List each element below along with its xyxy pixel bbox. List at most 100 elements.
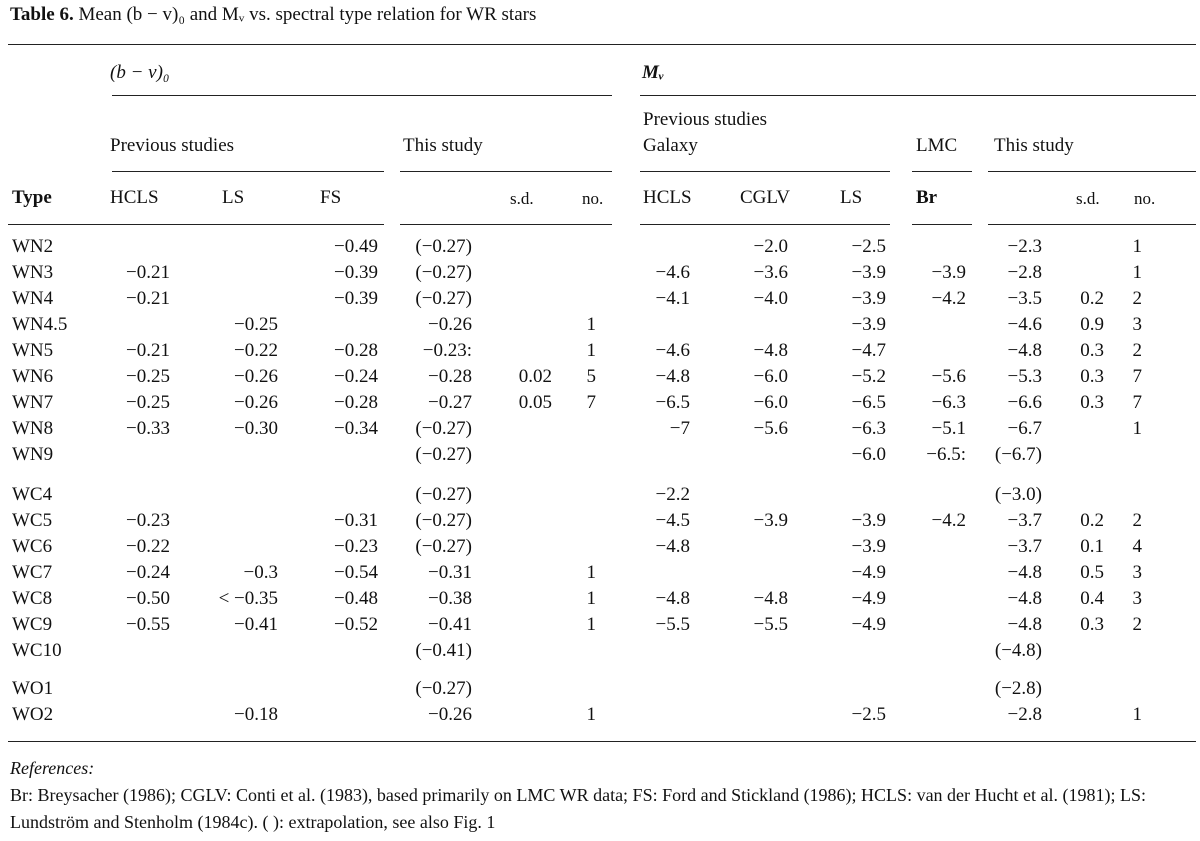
table-cell-mls: −3.9 — [851, 288, 886, 309]
table-cell-mhcls: −4.6 — [655, 340, 690, 361]
table-cell-no: 5 — [586, 366, 597, 387]
table-cell-hcls: −0.22 — [126, 536, 170, 557]
table-cell-mls: −6.3 — [851, 418, 886, 439]
row-type-label: WC5 — [12, 510, 53, 531]
row-type-label: WC9 — [12, 614, 53, 635]
prev-mv-rule — [640, 171, 890, 172]
table-cell-fs: −0.39 — [334, 262, 378, 283]
table-cell-mls: −4.9 — [851, 562, 886, 583]
table-cell-hcls: −0.33 — [126, 418, 170, 439]
row-type-label: WN4.5 — [12, 314, 68, 335]
table-cell-mls: −3.9 — [851, 262, 886, 283]
prev-studies-header: Previous studies — [110, 135, 235, 156]
table-cell-mts: −5.3 — [1007, 366, 1042, 387]
table-cell-mno: 1 — [1132, 236, 1143, 257]
table-cell-msd: 0.3 — [1080, 614, 1104, 635]
table-cell-br: −4.2 — [931, 288, 966, 309]
table-cell-cglv: −4.8 — [753, 340, 788, 361]
table-cell-no: 1 — [586, 588, 597, 609]
table-cell-ls: −0.30 — [234, 418, 278, 439]
table-cell-cglv: −3.9 — [753, 510, 788, 531]
table-cell-mts: −3.7 — [1007, 536, 1042, 557]
header-rule-5 — [988, 224, 1196, 225]
top-rule — [8, 44, 1196, 45]
table-cell-mhcls: −4.5 — [655, 510, 690, 531]
table-cell-hcls: −0.24 — [126, 562, 170, 583]
table-cell-mts: −3.7 — [1007, 510, 1042, 531]
sd-mv-header: s.d. — [1076, 189, 1100, 208]
header-rule-2 — [400, 224, 612, 225]
hcls-header: HCLS — [110, 187, 159, 208]
table-cell-br: −5.1 — [931, 418, 966, 439]
hcls-mv-header: HCLS — [643, 187, 692, 208]
type-header: Type — [12, 187, 52, 208]
table-cell-mts: −4.8 — [1007, 588, 1042, 609]
table-cell-ts: −0.23: — [422, 340, 472, 361]
prev-bv-rule — [112, 171, 384, 172]
table-cell-mls: −6.5 — [851, 392, 886, 413]
table-cell-ls: −0.26 — [234, 366, 278, 387]
mv-group-rule — [640, 95, 1196, 96]
table-cell-mts: (−6.7) — [994, 444, 1042, 465]
table-cell-msd: 0.2 — [1080, 288, 1104, 309]
table-cell-cglv: −5.5 — [753, 614, 788, 635]
table-cell-hcls: −0.55 — [126, 614, 170, 635]
this-study-bv-header: This study — [403, 135, 483, 156]
table-cell-ts: (−0.27) — [415, 444, 472, 465]
table-cell-mts: (−2.8) — [994, 678, 1042, 699]
table-cell-fs: −0.24 — [334, 366, 378, 387]
table-cell-msd: 0.3 — [1080, 340, 1104, 361]
bv-group-header: (b − v)₀ — [110, 62, 170, 83]
table-cell-ls: −0.3 — [243, 562, 278, 583]
table-cell-mls: −4.7 — [851, 340, 886, 361]
table-cell-mts: −4.8 — [1007, 562, 1042, 583]
table-cell-br: −6.5: — [926, 444, 966, 465]
table-cell-br: −5.6 — [931, 366, 966, 387]
row-type-label: WN4 — [12, 288, 54, 309]
table-cell-ts: −0.28 — [428, 366, 472, 387]
sd-header: s.d. — [510, 189, 534, 208]
table-cell-fs: −0.48 — [334, 588, 378, 609]
prev-studies-mv-header: Previous studies — [643, 109, 768, 130]
table-cell-cglv: −6.0 — [753, 366, 788, 387]
row-type-label: WO1 — [12, 678, 54, 699]
table-cell-ts: (−0.27) — [415, 262, 472, 283]
table-cell-cglv: −6.0 — [753, 392, 788, 413]
table-cell-mhcls: −7 — [669, 418, 690, 439]
table-cell-mhcls: −4.8 — [655, 588, 690, 609]
table-cell-cglv: −3.6 — [753, 262, 788, 283]
table-cell-mno: 7 — [1132, 392, 1143, 413]
table-cell-ts: −0.27 — [428, 392, 472, 413]
table-cell-fs: −0.28 — [334, 392, 378, 413]
table-cell-mno: 2 — [1132, 288, 1143, 309]
table-label: Table 6. — [10, 4, 74, 25]
table-cell-ts: (−0.27) — [415, 288, 472, 309]
table-cell-no: 1 — [586, 704, 597, 725]
table-cell-mls: −2.5 — [851, 704, 886, 725]
lmc-rule — [912, 171, 972, 172]
table-cell-sd: 0.02 — [518, 366, 552, 387]
bottom-rule — [8, 741, 1196, 742]
table-cell-mhcls: −2.2 — [655, 484, 690, 505]
table-cell-mts: −2.3 — [1007, 236, 1042, 257]
table-cell-msd: 0.9 — [1080, 314, 1104, 335]
table-cell-mls: −5.2 — [851, 366, 886, 387]
table-cell-mno: 4 — [1132, 536, 1143, 557]
row-type-label: WC6 — [12, 536, 53, 557]
table-cell-no: 1 — [586, 614, 597, 635]
table-cell-ts: (−0.41) — [415, 640, 472, 661]
row-type-label: WN8 — [12, 418, 54, 439]
table-cell-ts: (−0.27) — [415, 536, 472, 557]
table-cell-hcls: −0.23 — [126, 510, 170, 531]
row-type-label: WC7 — [12, 562, 53, 583]
header-rule-1 — [8, 224, 384, 225]
table-cell-mls: −3.9 — [851, 536, 886, 557]
table-cell-msd: 0.4 — [1080, 588, 1104, 609]
references-title: References: — [10, 758, 95, 778]
table-cell-mls: −6.0 — [851, 444, 886, 465]
table-cell-br: −4.2 — [931, 510, 966, 531]
table-cell-mno: 3 — [1132, 562, 1143, 583]
header-rule-4 — [912, 224, 972, 225]
row-type-label: WN3 — [12, 262, 54, 283]
table-cell-cglv: −5.6 — [753, 418, 788, 439]
